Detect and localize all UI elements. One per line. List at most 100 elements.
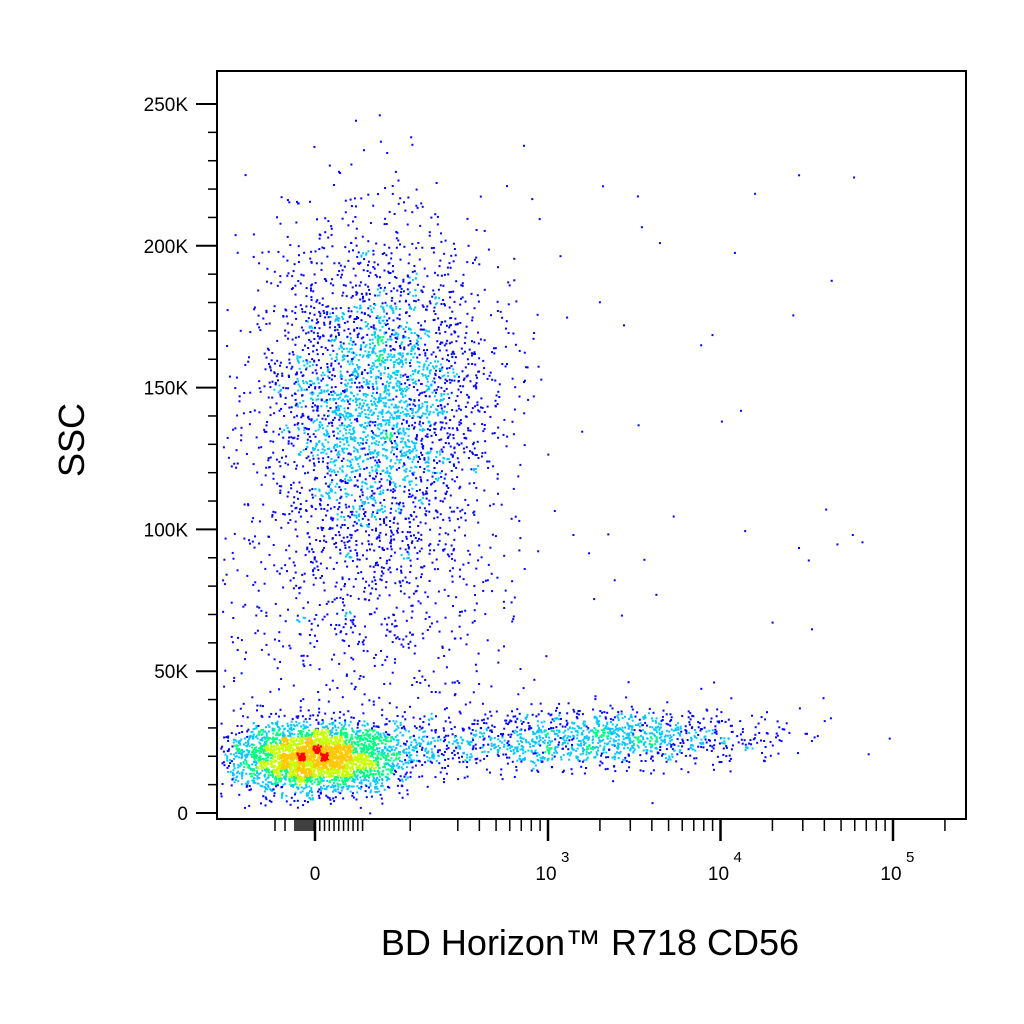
- event-dot: [375, 529, 377, 532]
- event-dot: [346, 767, 349, 770]
- event-dot: [356, 469, 359, 472]
- event-dot: [308, 353, 310, 356]
- event-dot: [372, 722, 375, 725]
- event-dot: [319, 737, 322, 740]
- event-dot: [361, 491, 364, 494]
- event-dot: [371, 754, 374, 757]
- event-dot: [442, 500, 444, 503]
- event-dot: [359, 281, 362, 284]
- event-dot: [389, 399, 392, 402]
- event-dot: [444, 320, 447, 323]
- event-dot: [252, 722, 255, 724]
- event-dot: [290, 720, 293, 723]
- event-dot: [287, 374, 290, 377]
- event-dot: [272, 772, 275, 775]
- event-dot: [373, 477, 376, 480]
- event-dot: [293, 436, 296, 439]
- event-dot: [422, 285, 425, 288]
- event-dot: [401, 540, 404, 543]
- event-dot: [320, 757, 323, 760]
- event-dot: [366, 771, 369, 774]
- event-dot: [306, 750, 309, 753]
- event-dot: [422, 422, 425, 425]
- event-dot: [361, 767, 364, 770]
- event-dot: [371, 333, 374, 336]
- event-dot: [369, 343, 372, 346]
- event-dot: [346, 465, 349, 467]
- event-dot: [401, 767, 404, 770]
- event-dot: [317, 457, 320, 460]
- event-dot: [344, 740, 347, 743]
- event-dot: [383, 331, 386, 334]
- event-dot: [453, 352, 456, 355]
- event-dot: [334, 749, 337, 752]
- event-dot: [232, 764, 235, 767]
- event-dot: [469, 429, 472, 432]
- event-dot: [345, 415, 348, 418]
- event-dot: [349, 460, 351, 463]
- event-dot: [404, 759, 407, 762]
- event-dot: [349, 281, 352, 284]
- event-dot: [360, 750, 363, 753]
- event-dot: [343, 516, 345, 519]
- event-dot: [366, 723, 369, 726]
- event-dot: [466, 312, 469, 315]
- event-dot: [421, 414, 423, 417]
- event-dot: [413, 308, 415, 311]
- event-dot: [302, 752, 305, 755]
- event-dot: [329, 767, 332, 770]
- event-dot: [338, 722, 341, 724]
- event-dot: [294, 791, 297, 794]
- event-dot: [328, 733, 331, 736]
- event-dot: [400, 383, 403, 386]
- event-dot: [346, 360, 349, 363]
- event-dot: [386, 736, 389, 739]
- event-dot: [295, 756, 298, 759]
- event-dot: [348, 741, 351, 744]
- event-dot: [243, 537, 246, 540]
- event-dot: [332, 762, 335, 765]
- event-dot: [353, 318, 356, 321]
- event-dot: [311, 797, 314, 800]
- event-dot: [418, 742, 421, 745]
- event-dot: [532, 337, 535, 340]
- event-dot: [405, 415, 408, 418]
- event-dot: [475, 387, 478, 390]
- event-dot: [378, 411, 381, 414]
- event-dot: [313, 773, 316, 776]
- event-dot: [350, 763, 353, 765]
- event-dot: [241, 774, 243, 777]
- event-dot: [330, 225, 333, 228]
- event-dot: [498, 383, 501, 386]
- event-dot: [382, 336, 385, 339]
- event-dot: [332, 741, 335, 744]
- event-dot: [290, 406, 293, 409]
- event-dot: [333, 748, 336, 751]
- event-dot: [358, 515, 360, 518]
- event-dot: [311, 766, 314, 769]
- event-dot: [299, 699, 302, 702]
- event-dot: [399, 731, 402, 734]
- event-dot: [313, 763, 316, 766]
- event-dot: [339, 751, 342, 754]
- event-dot: [313, 735, 316, 738]
- event-dot: [232, 738, 235, 741]
- event-dot: [363, 771, 366, 774]
- event-dot: [321, 756, 324, 759]
- event-dot: [335, 765, 338, 768]
- event-dot: [372, 749, 375, 752]
- event-dot: [308, 770, 311, 773]
- event-dot: [400, 365, 403, 368]
- event-dot: [317, 763, 320, 766]
- event-dot: [396, 784, 399, 787]
- event-dot: [300, 738, 303, 741]
- event-dot: [251, 779, 254, 782]
- event-dot: [374, 791, 377, 793]
- event-dot: [241, 755, 244, 758]
- event-dot: [472, 262, 474, 265]
- event-dot: [233, 532, 236, 535]
- event-dot: [391, 307, 394, 310]
- event-dot: [334, 360, 337, 362]
- event-dot: [415, 455, 418, 458]
- event-dot: [363, 760, 366, 763]
